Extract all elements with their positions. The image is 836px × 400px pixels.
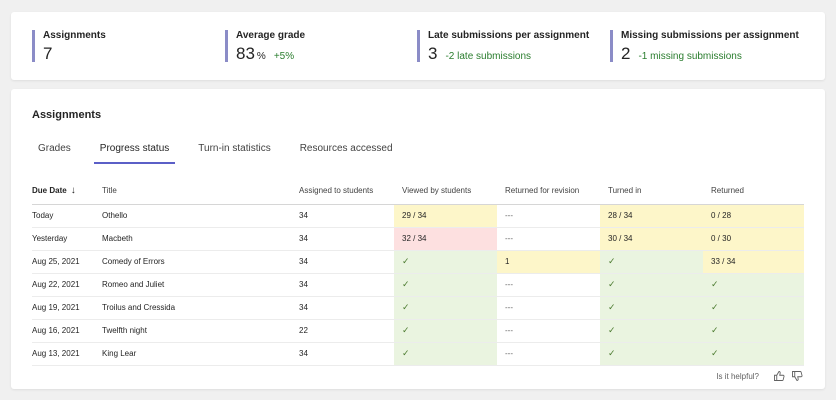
section-title: Assignments bbox=[32, 109, 102, 121]
stat-delta: +5% bbox=[273, 51, 295, 62]
stat-value: 7 bbox=[43, 44, 53, 63]
assigned-cell: 34 bbox=[299, 342, 394, 366]
title-cell: Macbeth bbox=[102, 227, 299, 251]
viewed-check-icon: ✓ bbox=[394, 342, 497, 366]
stat-missing-submissions: Missing submissions per assignment 2 -1 … bbox=[610, 30, 799, 63]
assigned-cell: 22 bbox=[299, 319, 394, 343]
assigned-cell: 34 bbox=[299, 296, 394, 320]
viewed-check-icon: ✓ bbox=[394, 273, 497, 297]
returned-check-icon: ✓ bbox=[703, 273, 804, 297]
revision-cell: --- bbox=[497, 227, 600, 251]
title-cell: Twelfth night bbox=[102, 319, 299, 343]
turned-in-check-icon: ✓ bbox=[600, 273, 703, 297]
tab-progress-status[interactable]: Progress status bbox=[93, 143, 176, 164]
revision-cell: 1 bbox=[497, 250, 600, 274]
viewed-cell: 29 / 34 bbox=[394, 204, 497, 228]
viewed-cell: 32 / 34 bbox=[394, 227, 497, 251]
stat-value: 83 bbox=[236, 44, 255, 63]
stat-late-submissions: Late submissions per assignment 3 -2 lat… bbox=[417, 30, 590, 63]
revision-cell: --- bbox=[497, 273, 600, 297]
stat-delta: -2 late submissions bbox=[445, 51, 532, 62]
turned-in-cell: 30 / 34 bbox=[600, 227, 703, 251]
column-header-turned-in[interactable]: Turned in bbox=[600, 178, 703, 205]
viewed-check-icon: ✓ bbox=[394, 319, 497, 343]
stat-average-grade: Average grade 83 % +5% bbox=[225, 30, 306, 63]
stat-title: Missing submissions per assignment bbox=[621, 30, 799, 41]
revision-cell: --- bbox=[497, 204, 600, 228]
stat-title: Assignments bbox=[43, 30, 106, 41]
revision-cell: --- bbox=[497, 319, 600, 343]
table-row[interactable]: Yesterday Macbeth 34 32 / 34 --- 30 / 34… bbox=[32, 227, 804, 251]
stat-unit: % bbox=[256, 51, 266, 62]
title-cell: Romeo and Juliet bbox=[102, 273, 299, 297]
stat-assignments: Assignments 7 bbox=[32, 30, 106, 63]
stat-value: 3 bbox=[428, 44, 438, 63]
assigned-cell: 34 bbox=[299, 227, 394, 251]
column-header-returned[interactable]: Returned bbox=[703, 178, 804, 205]
due-date-cell: Aug 19, 2021 bbox=[32, 296, 102, 320]
turned-in-check-icon: ✓ bbox=[600, 342, 703, 366]
table-row[interactable]: Today Othello 34 29 / 34 --- 28 / 34 0 /… bbox=[32, 204, 804, 228]
tab-resources-accessed[interactable]: Resources accessed bbox=[299, 143, 393, 154]
column-header-viewed[interactable]: Viewed by students bbox=[394, 178, 497, 205]
due-date-cell: Aug 25, 2021 bbox=[32, 250, 102, 274]
returned-cell: 0 / 28 bbox=[703, 204, 804, 228]
viewed-check-icon: ✓ bbox=[394, 296, 497, 320]
assigned-cell: 34 bbox=[299, 204, 394, 228]
assigned-cell: 34 bbox=[299, 273, 394, 297]
turned-in-check-icon: ✓ bbox=[600, 296, 703, 320]
turned-in-check-icon: ✓ bbox=[600, 250, 703, 274]
column-header-title[interactable]: Title bbox=[102, 178, 299, 205]
due-date-cell: Yesterday bbox=[32, 227, 102, 251]
table-header-row: Due Date ↓ Title Assigned to students Vie… bbox=[32, 178, 804, 205]
thumbs-up-icon[interactable] bbox=[773, 370, 785, 382]
returned-check-icon: ✓ bbox=[703, 319, 804, 343]
assigned-cell: 34 bbox=[299, 250, 394, 274]
table-row[interactable]: Aug 25, 2021 Comedy of Errors 34 ✓ 1 ✓ 3… bbox=[32, 250, 804, 274]
due-date-cell: Aug 16, 2021 bbox=[32, 319, 102, 343]
feedback-label: Is it helpful? bbox=[716, 371, 759, 381]
turned-in-check-icon: ✓ bbox=[600, 319, 703, 343]
viewed-check-icon: ✓ bbox=[394, 250, 497, 274]
assignments-card: Assignments Grades Progress status Turn-… bbox=[11, 89, 825, 389]
stat-value: 2 bbox=[621, 44, 631, 63]
column-header-assigned[interactable]: Assigned to students bbox=[299, 178, 394, 205]
stat-title: Late submissions per assignment bbox=[428, 30, 590, 41]
due-date-cell: Aug 13, 2021 bbox=[32, 342, 102, 366]
title-cell: King Lear bbox=[102, 342, 299, 366]
title-cell: Comedy of Errors bbox=[102, 250, 299, 274]
assignments-table: Due Date ↓ Title Assigned to students Vie… bbox=[32, 178, 804, 366]
due-date-cell: Today bbox=[32, 204, 102, 228]
returned-cell: 33 / 34 bbox=[703, 250, 804, 274]
revision-cell: --- bbox=[497, 342, 600, 366]
tab-bar: Grades Progress status Turn-in statistic… bbox=[32, 143, 416, 164]
stat-delta: -1 missing submissions bbox=[638, 51, 742, 62]
column-header-due-date[interactable]: Due Date ↓ bbox=[32, 178, 102, 205]
table-row[interactable]: Aug 19, 2021 Troilus and Cressida 34 ✓ -… bbox=[32, 296, 804, 320]
returned-cell: 0 / 30 bbox=[703, 227, 804, 251]
stat-title: Average grade bbox=[236, 30, 306, 41]
table-row[interactable]: Aug 13, 2021 King Lear 34 ✓ --- ✓ ✓ bbox=[32, 342, 804, 366]
returned-check-icon: ✓ bbox=[703, 342, 804, 366]
summary-stats-card: Assignments 7 Average grade 83 % +5% Lat… bbox=[11, 12, 825, 80]
revision-cell: --- bbox=[497, 296, 600, 320]
table-row[interactable]: Aug 16, 2021 Twelfth night 22 ✓ --- ✓ ✓ bbox=[32, 319, 804, 343]
tab-turn-in-statistics[interactable]: Turn-in statistics bbox=[198, 143, 271, 154]
table-row[interactable]: Aug 22, 2021 Romeo and Juliet 34 ✓ --- ✓… bbox=[32, 273, 804, 297]
sort-descending-icon: ↓ bbox=[70, 185, 76, 197]
column-header-revision[interactable]: Returned for revision bbox=[497, 178, 600, 205]
due-date-cell: Aug 22, 2021 bbox=[32, 273, 102, 297]
title-cell: Troilus and Cressida bbox=[102, 296, 299, 320]
returned-check-icon: ✓ bbox=[703, 296, 804, 320]
feedback-bar: Is it helpful? bbox=[716, 370, 803, 382]
tab-grades[interactable]: Grades bbox=[38, 143, 71, 154]
turned-in-cell: 28 / 34 bbox=[600, 204, 703, 228]
thumbs-down-icon[interactable] bbox=[791, 370, 803, 382]
title-cell: Othello bbox=[102, 204, 299, 228]
